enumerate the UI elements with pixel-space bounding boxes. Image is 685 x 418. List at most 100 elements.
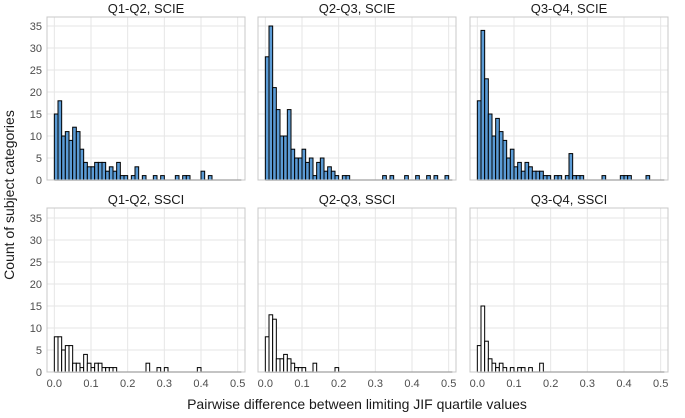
histogram-bar <box>502 367 508 373</box>
histogram-bar <box>279 358 285 373</box>
y-tick-label: 35 <box>30 21 42 33</box>
histogram-bar <box>145 362 151 373</box>
histogram-bar <box>575 175 581 181</box>
histogram-bar <box>345 175 351 181</box>
histogram-bar <box>601 175 607 181</box>
histogram-bar <box>152 175 158 181</box>
histogram-bar <box>327 166 332 181</box>
histogram-bar <box>334 175 340 181</box>
y-tick-label: 0 <box>36 367 42 379</box>
y-tick-label: 25 <box>30 257 42 269</box>
x-tick-label: 0.2 <box>331 378 346 390</box>
histogram-bar <box>108 166 114 181</box>
histogram-bar <box>484 78 489 181</box>
histogram-bar <box>283 353 288 373</box>
histogram-bar <box>491 362 497 373</box>
histogram-bar <box>119 175 125 181</box>
histogram-bar <box>528 166 533 181</box>
histogram-bar <box>156 367 162 373</box>
histogram-bar <box>341 175 347 181</box>
histogram-bar <box>316 161 321 181</box>
histogram-bar <box>72 126 77 181</box>
histogram-bar <box>83 161 88 181</box>
histogram-bar <box>264 56 270 181</box>
panel-q3-q4-scie: Q3-Q4, SCIE <box>469 1 669 181</box>
y-tick-label: 15 <box>30 109 42 121</box>
histogram-bar <box>491 135 497 181</box>
histogram-bar <box>286 358 292 373</box>
histogram-bar <box>272 87 277 181</box>
histogram-bar <box>268 25 274 181</box>
panel-title: Q2-Q3, SCIE <box>319 1 396 16</box>
histogram-bar <box>275 358 281 373</box>
x-tick-label: 0.5 <box>441 378 456 390</box>
histogram-bar <box>90 166 96 181</box>
histogram-bar <box>94 161 99 181</box>
histogram-bar <box>200 170 206 181</box>
y-tick-label: 35 <box>30 213 42 225</box>
histogram-bar <box>101 367 107 373</box>
histogram-bar <box>68 345 74 373</box>
y-tick-label: 0 <box>36 175 42 187</box>
histogram-bar <box>68 139 74 181</box>
histogram-bar <box>330 170 336 181</box>
panel-border <box>46 16 246 181</box>
histogram-bar <box>319 157 325 181</box>
histogram-bar <box>323 170 329 181</box>
panel-title: Q3-Q4, SCIE <box>531 1 608 16</box>
histogram-bar <box>112 367 118 373</box>
histogram-bar <box>480 29 486 181</box>
histogram-bar <box>502 139 508 181</box>
histogram-bar <box>476 100 482 181</box>
histogram-bar <box>520 367 526 373</box>
histogram-bar <box>86 362 92 373</box>
histogram-bar <box>535 170 541 181</box>
panel-q2-q3-ssci: Q2-Q3, SSCI 0.0 0.1 0.2 0.3 0.4 0.5 <box>257 192 457 390</box>
panel-border <box>469 207 669 373</box>
histogram-bar <box>57 100 63 181</box>
histogram-bar <box>141 175 147 181</box>
histogram-bar <box>301 367 307 373</box>
histogram-bar <box>487 113 493 181</box>
histogram-bar <box>283 135 288 181</box>
panel-q3-q4-ssci: Q3-Q4, SSCI 0.0 0.1 0.2 0.3 0.4 0.5 <box>469 192 669 390</box>
x-tick-label: 0.3 <box>157 378 172 390</box>
histogram-bar <box>64 345 70 373</box>
x-tick-label: 0.1 <box>506 378 521 390</box>
panel-background <box>47 208 245 372</box>
histogram-bar <box>134 166 140 181</box>
histogram-bar <box>498 362 504 373</box>
y-tick-label: 5 <box>36 345 42 357</box>
panel-border <box>46 207 246 373</box>
histogram-bar <box>524 161 530 181</box>
histogram-bar <box>275 109 281 181</box>
histogram-bar <box>568 153 574 181</box>
x-tick-label: 0.4 <box>193 378 208 390</box>
histogram-bar <box>116 161 121 181</box>
histogram-bar <box>312 175 318 181</box>
histogram-bar <box>268 314 274 373</box>
y-axis-label: Count of subject categories <box>1 110 17 280</box>
histogram-bar <box>182 175 187 181</box>
histogram-bar <box>97 161 103 181</box>
histogram-bar <box>294 367 299 373</box>
histogram-bar <box>334 367 340 373</box>
x-tick-label: 0.1 <box>294 378 309 390</box>
histogram-bar <box>444 175 450 181</box>
panel-q1-q2-ssci: Q1-Q2, SSCI 0 5 10 15 20 25 30 35 0.0 0.1 0.2 0.3 0.4… <box>30 192 246 390</box>
histogram-bar <box>123 175 129 181</box>
histogram-bar <box>564 175 570 181</box>
histogram-bar <box>83 353 88 373</box>
histogram-bar <box>619 175 625 181</box>
histogram-bar <box>53 113 59 181</box>
histogram-bar <box>64 131 70 181</box>
histogram-bar <box>517 367 522 373</box>
histogram-bar <box>312 362 318 373</box>
histogram-bar <box>513 166 519 181</box>
histogram-bar <box>272 318 277 373</box>
x-tick-label: 0.0 <box>470 378 485 390</box>
panel-background <box>470 208 668 372</box>
histogram-bar <box>112 170 118 181</box>
histogram-bar <box>531 170 537 181</box>
